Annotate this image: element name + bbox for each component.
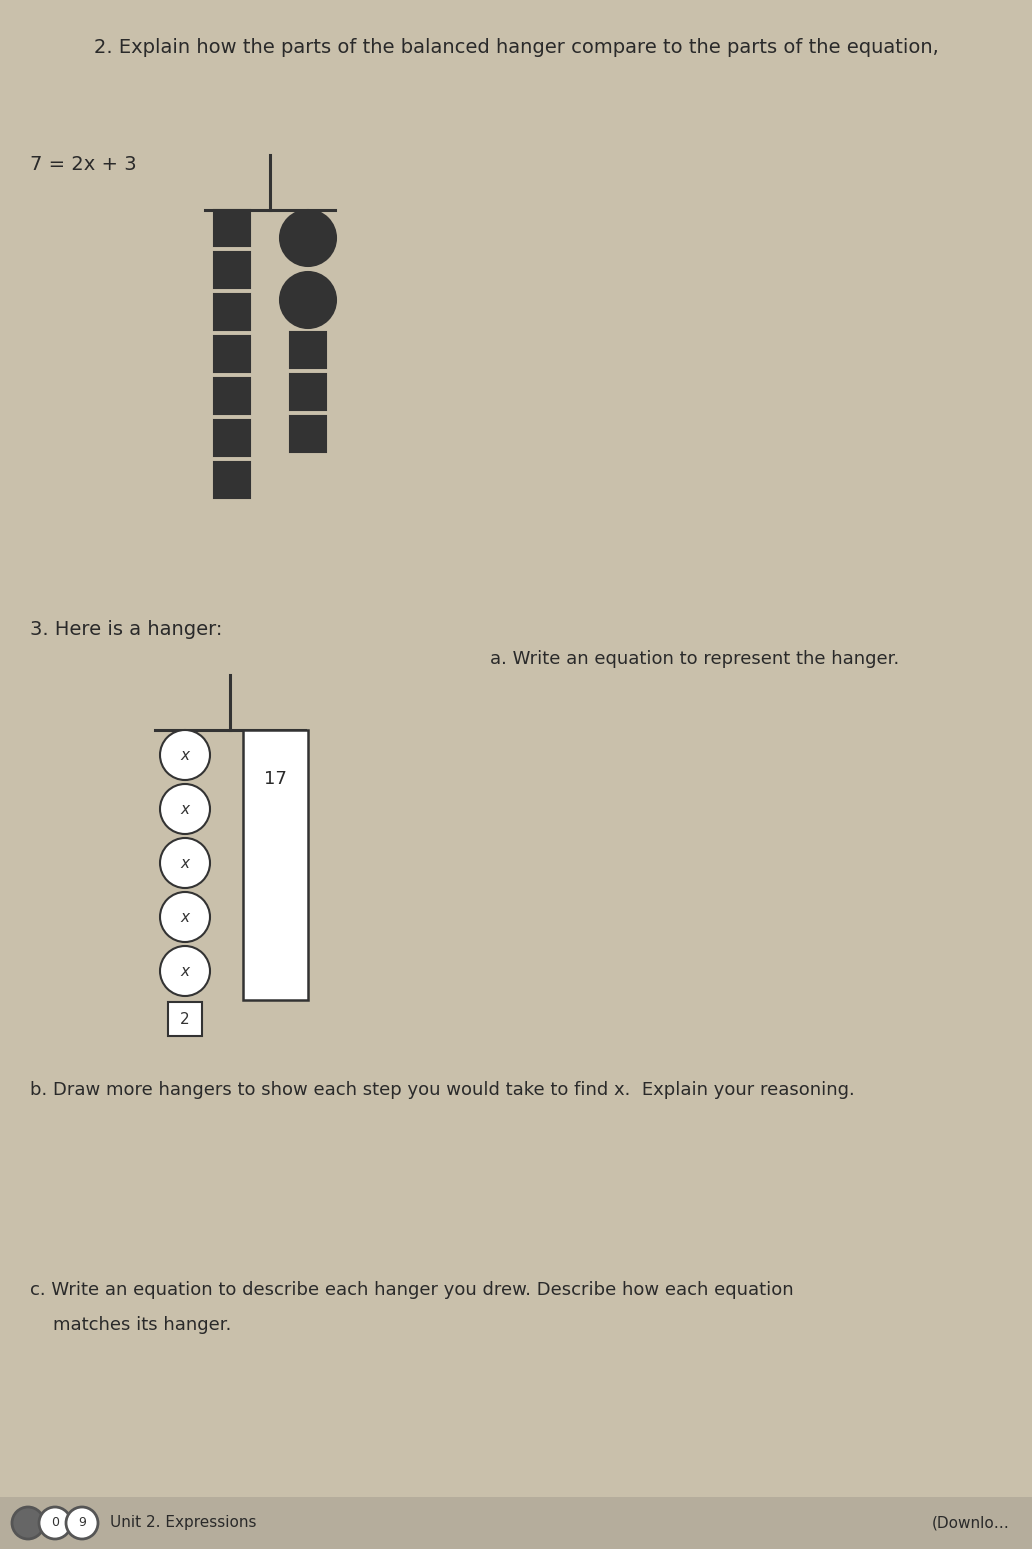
Text: 0: 0 xyxy=(51,1516,59,1529)
Bar xyxy=(214,462,250,497)
Text: 17: 17 xyxy=(263,770,287,788)
Bar xyxy=(290,331,326,369)
Circle shape xyxy=(160,784,209,833)
Text: x: x xyxy=(181,909,190,925)
Text: 2. Explain how the parts of the balanced hanger compare to the parts of the equa: 2. Explain how the parts of the balanced… xyxy=(94,39,938,57)
Text: x: x xyxy=(181,855,190,871)
Circle shape xyxy=(12,1507,44,1540)
Text: x: x xyxy=(181,963,190,979)
Bar xyxy=(214,211,250,246)
Text: 9: 9 xyxy=(78,1516,86,1529)
Text: 2: 2 xyxy=(181,1011,190,1027)
Bar xyxy=(243,730,308,1001)
Circle shape xyxy=(160,892,209,942)
Text: b. Draw more hangers to show each step you would take to find x.  Explain your r: b. Draw more hangers to show each step y… xyxy=(30,1081,854,1098)
Text: Unit 2. Expressions: Unit 2. Expressions xyxy=(110,1515,257,1530)
Circle shape xyxy=(280,273,336,328)
Circle shape xyxy=(39,1507,71,1540)
Text: x: x xyxy=(181,801,190,816)
Bar xyxy=(214,252,250,288)
Bar xyxy=(214,336,250,372)
Bar xyxy=(214,294,250,330)
Bar xyxy=(214,420,250,455)
Circle shape xyxy=(66,1507,98,1540)
Text: 7 = 2x + 3: 7 = 2x + 3 xyxy=(30,155,136,173)
Bar xyxy=(0,1496,1032,1549)
Text: c. Write an equation to describe each hanger you drew. Describe how each equatio: c. Write an equation to describe each ha… xyxy=(30,1281,794,1300)
Bar xyxy=(290,417,326,452)
Text: matches its hanger.: matches its hanger. xyxy=(30,1317,231,1334)
Text: (Downlo…: (Downlo… xyxy=(932,1515,1010,1530)
Text: x: x xyxy=(181,748,190,762)
Bar xyxy=(214,378,250,414)
Circle shape xyxy=(160,730,209,781)
Circle shape xyxy=(160,838,209,888)
Text: 3. Here is a hanger:: 3. Here is a hanger: xyxy=(30,620,222,640)
Text: a. Write an equation to represent the hanger.: a. Write an equation to represent the ha… xyxy=(490,651,899,668)
Circle shape xyxy=(280,211,336,266)
Bar xyxy=(168,1002,202,1036)
Bar xyxy=(290,373,326,410)
Circle shape xyxy=(160,946,209,996)
